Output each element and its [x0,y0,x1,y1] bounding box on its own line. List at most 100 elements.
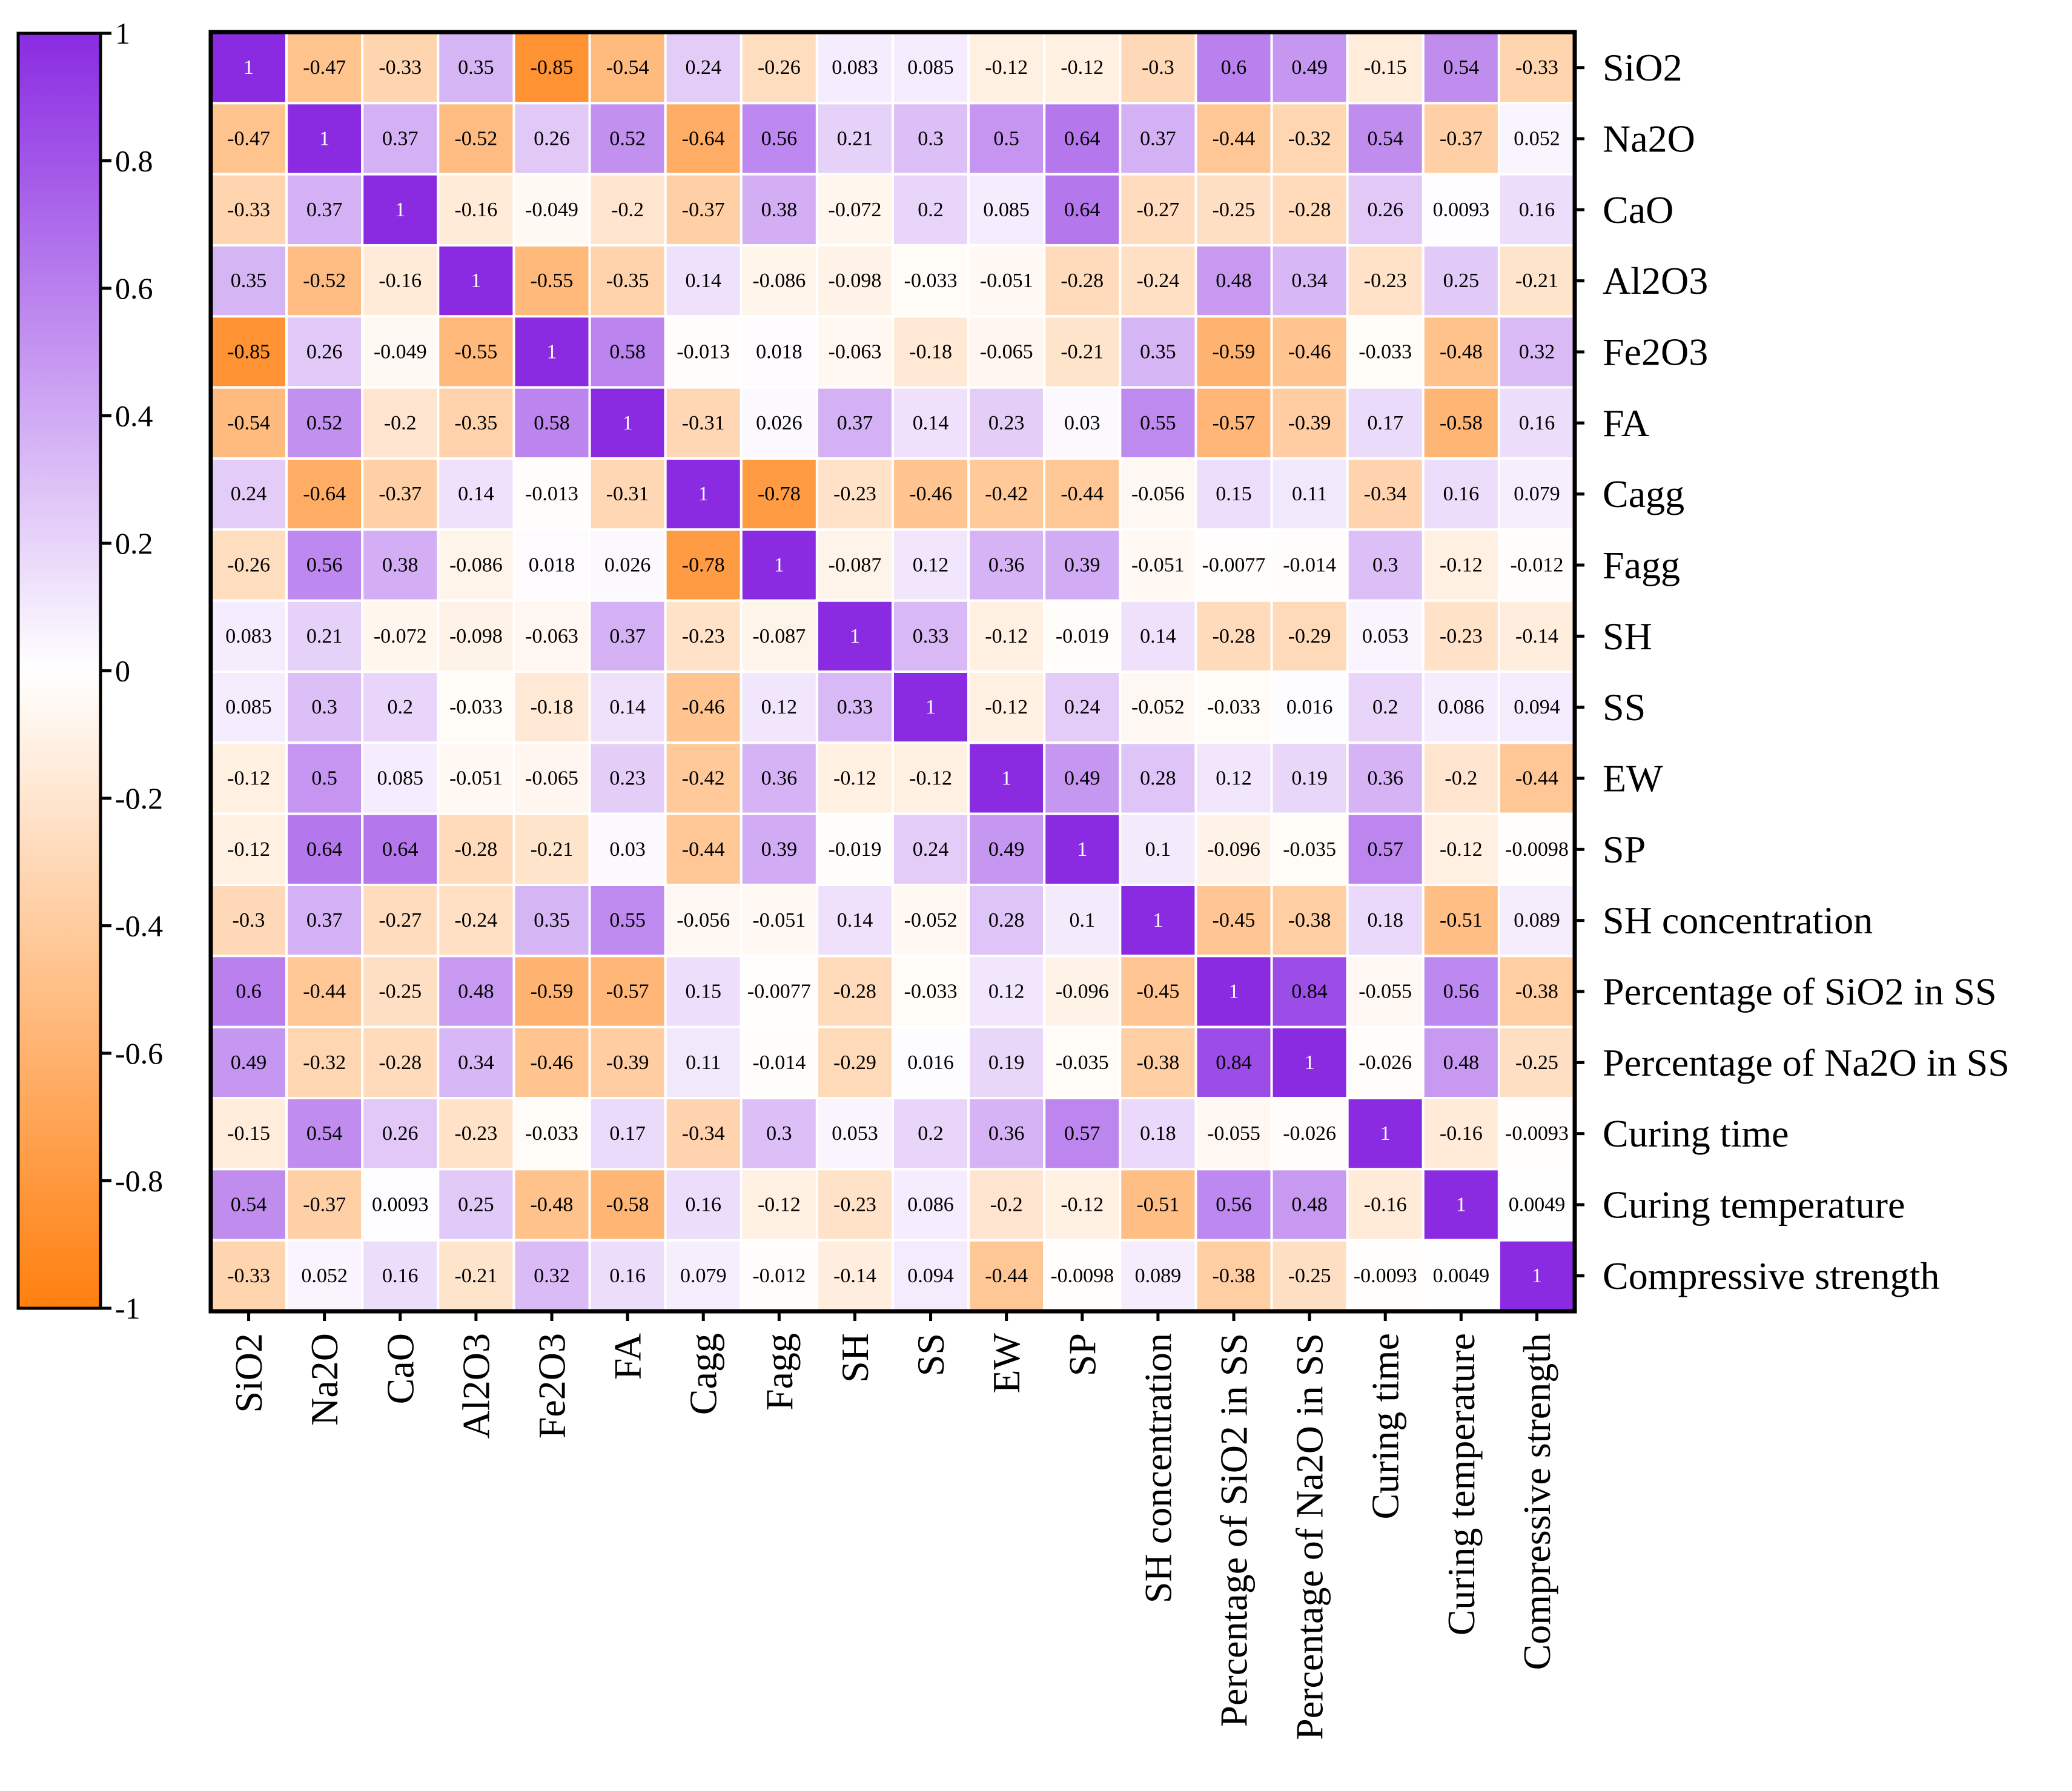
heatmap-cell-value: -0.23 [833,483,876,505]
heatmap-cell-value: 0.48 [1291,1194,1328,1216]
heatmap-cell [437,1239,515,1313]
heatmap-cell [815,1025,895,1099]
heatmap-cell-value: -0.15 [227,1122,270,1145]
heatmap-cell [1119,955,1197,1028]
heatmap-cell-value: -0.21 [1061,341,1104,363]
heatmap-cell-value: -0.049 [525,199,578,221]
heatmap-cell-value: 0.2 [1372,696,1398,718]
heatmap-cell-value: 0.018 [756,341,803,363]
heatmap-cell-value: 0.32 [534,1265,570,1287]
heatmap-cell-value: 0.1 [1145,838,1171,861]
heatmap-cell-value: -0.065 [525,767,578,790]
heatmap-cell-value: 1 [395,199,405,221]
colorbar-tick-label: 1 [115,16,130,50]
heatmap-cell-value: -0.55 [531,270,574,292]
heatmap-cell [1422,1239,1500,1313]
heatmap-cell-value: -0.37 [379,483,422,505]
heatmap-cell-value: 1 [243,56,254,79]
heatmap-cell-value: -0.33 [379,56,422,79]
heatmap-cell-value: 0.35 [1140,341,1176,363]
heatmap-cell-value: -0.26 [758,56,801,79]
heatmap-cell-value: 0.54 [306,1122,343,1145]
heatmap-cell [740,599,818,674]
heatmap-cell-value: -0.64 [303,483,346,505]
heatmap-cell-value: -0.049 [374,341,427,363]
heatmap-cell-value: -0.0077 [747,981,811,1003]
heatmap-cell-value: -0.086 [752,270,806,292]
heatmap-cell-value: -0.51 [1136,1194,1179,1216]
heatmap-cell [1270,315,1349,389]
heatmap-cell-value: -0.78 [758,483,801,505]
heatmap-cell-value: 0.085 [377,767,424,790]
row-label: FA [1603,402,1649,445]
heatmap-cell-value: -0.23 [1440,625,1483,647]
heatmap-cell-value: 1 [1532,1265,1542,1287]
heatmap-cell-value: -0.0098 [1050,1265,1114,1287]
heatmap-cell-value: -0.12 [758,1194,801,1216]
heatmap-cell-value: 0.35 [534,909,570,932]
heatmap-cell [740,244,818,318]
heatmap-cell-value: 1 [774,554,784,577]
heatmap-cell-value: 0.12 [1216,767,1252,790]
heatmap-cell-value: 0.18 [1367,909,1403,932]
heatmap-cell [588,102,667,176]
column-label: EW [985,1332,1028,1393]
heatmap-cell [437,1025,515,1099]
heatmap-cell [967,741,1046,815]
heatmap-cell [361,1097,440,1171]
heatmap-cell [285,741,364,815]
heatmap-cell [1194,1025,1273,1099]
heatmap-cell-value: 1 [319,128,329,150]
heatmap-cell-value: 1 [1456,1194,1466,1216]
heatmap-cell-value: 0.2 [918,1122,944,1145]
heatmap-cell-value: -0.15 [1364,56,1407,79]
heatmap-cell-value: -0.12 [909,767,952,790]
heatmap-cell-value: 0.086 [1438,696,1484,718]
heatmap-cell-value: 0.026 [756,412,803,434]
heatmap-cell-value: -0.37 [682,199,725,221]
heatmap-cell [1422,741,1500,815]
heatmap-cell-value: 0.16 [1519,199,1555,221]
heatmap-cell [1422,670,1500,744]
heatmap-cell [361,599,440,674]
colorbar-tick-label: 0.2 [115,526,153,560]
heatmap-cell-value: 0.24 [231,483,267,505]
heatmap-cell [1346,1097,1425,1171]
heatmap-cell-value: -0.096 [1056,981,1109,1003]
colorbar-tick-label: -0.8 [115,1164,163,1198]
heatmap-cell-value: -0.16 [379,270,422,292]
heatmap-cell [285,386,364,460]
heatmap-cell-value: -0.23 [454,1122,497,1145]
heatmap-cell [437,528,515,602]
heatmap-cell [1346,528,1425,602]
heatmap-cell-value: 0.16 [1519,412,1555,434]
heatmap-cell [740,741,818,815]
heatmap-cell [1194,599,1273,674]
heatmap-cell-value: 0.16 [609,1265,646,1287]
heatmap-cell-value: -0.14 [1515,625,1558,647]
column-label: SH concentration [1136,1333,1179,1603]
heatmap-cell-value: -0.38 [1213,1265,1256,1287]
heatmap-cell-value: -0.012 [1511,554,1564,577]
heatmap-cell [512,173,591,247]
heatmap-cell [361,955,440,1028]
heatmap-cell-value: -0.31 [682,412,725,434]
heatmap-cell-value: 1 [623,412,633,434]
heatmap-cell [1043,31,1122,105]
heatmap-cell-value: -0.32 [1288,128,1331,150]
heatmap-cell [740,1239,818,1313]
heatmap-cell-value: 0.49 [988,838,1025,861]
heatmap-cell-value: 0.026 [604,554,651,577]
heatmap-cell-value: 0.48 [1443,1051,1480,1074]
heatmap-cell-value: 0.0093 [1433,199,1490,221]
heatmap-cell-value: 0.35 [231,270,267,292]
heatmap-cell [588,315,667,389]
heatmap-cell-value: 0.14 [1140,625,1176,647]
heatmap-cell-value: 0.17 [1367,412,1403,434]
heatmap-cell-value: -0.24 [1136,270,1179,292]
row-label: SiO2 [1603,46,1683,89]
heatmap-cell [1346,315,1425,389]
heatmap-cell-value: 1 [698,483,709,505]
heatmap-cell [740,315,818,389]
heatmap-cell-value: 0.33 [913,625,949,647]
